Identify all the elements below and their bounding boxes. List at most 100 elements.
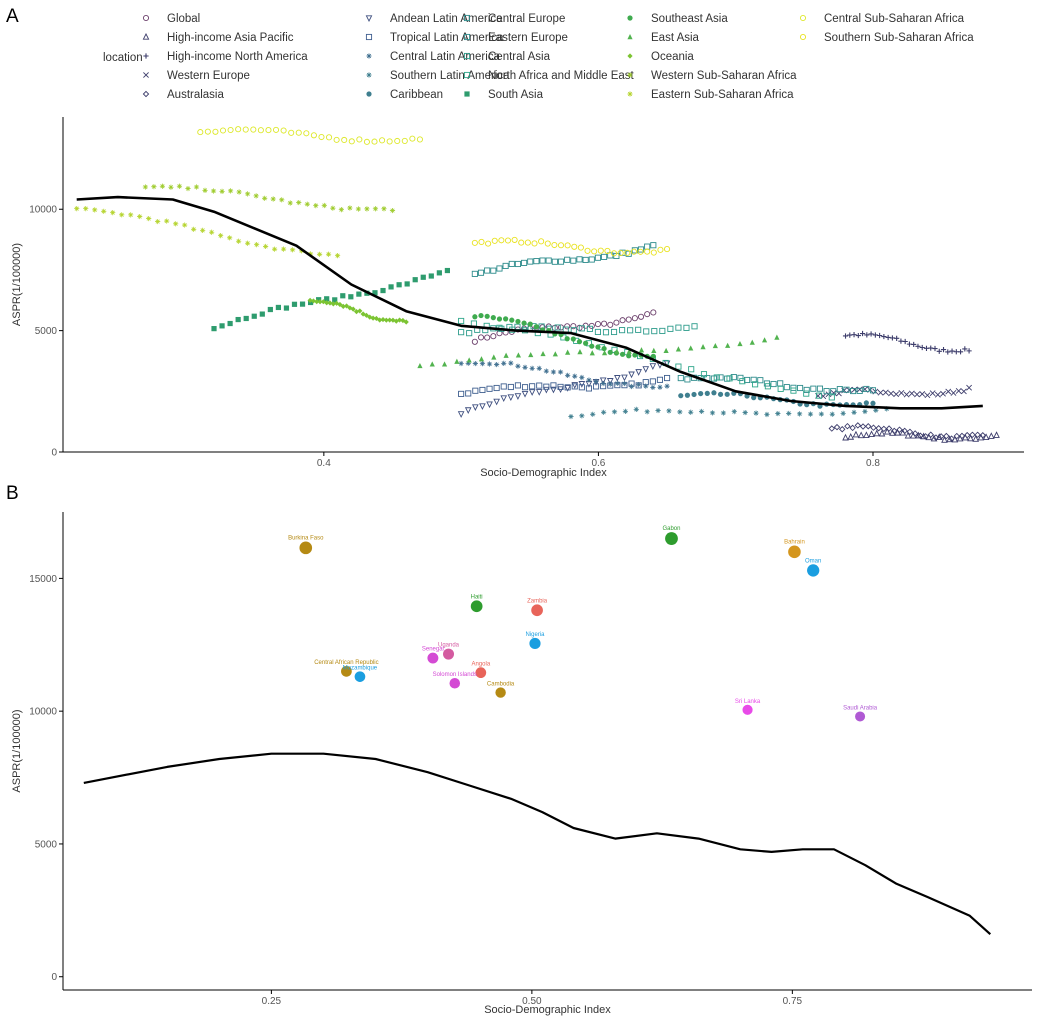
panel-a-point xyxy=(720,410,726,416)
panel-b-x-axis-title: Socio-Demographic Index xyxy=(484,1004,611,1016)
panel-a-point xyxy=(724,391,730,397)
panel-a-point xyxy=(850,387,857,395)
panel-a-point xyxy=(915,431,922,439)
panel-a-point xyxy=(579,413,585,419)
panel-a-point xyxy=(570,323,577,330)
panel-a-point xyxy=(477,334,485,341)
panel-a-point xyxy=(540,350,546,357)
panel-a-point xyxy=(666,408,672,414)
panel-a-series-high-income-north-america xyxy=(842,330,972,355)
panel-a-point xyxy=(659,327,666,334)
panel-a-legend-key-southeast-asia xyxy=(627,15,633,21)
panel-a-point xyxy=(761,337,768,343)
panel-a-point xyxy=(212,128,219,135)
panel-a-point xyxy=(691,323,698,330)
panel-a-point xyxy=(642,366,650,373)
panel-a-point xyxy=(137,213,143,220)
panel-a-x-tick-label: 0.8 xyxy=(866,458,880,469)
panel-a-point xyxy=(484,267,491,274)
panel-a-point xyxy=(688,345,694,351)
panel-b-point-senegal xyxy=(427,652,439,664)
panel-a-point xyxy=(235,316,241,323)
panel-a-point xyxy=(757,377,764,384)
panel-a-point xyxy=(401,137,408,144)
panel-a-point xyxy=(906,428,914,436)
panel-a-point xyxy=(211,326,217,332)
panel-a-point xyxy=(823,388,830,395)
panel-a-point xyxy=(649,378,656,385)
panel-a-point xyxy=(940,347,947,353)
panel-a-point xyxy=(601,320,608,327)
panel-b-point-cambodia xyxy=(495,687,506,698)
panel-a-point xyxy=(243,315,249,322)
panel-a-point xyxy=(219,188,225,194)
panel-a-series-tropical-latin-america xyxy=(458,374,671,397)
panel-a-point xyxy=(500,383,507,390)
panel-a-point xyxy=(597,247,604,254)
panel-a-point xyxy=(412,277,418,283)
panel-a-point xyxy=(508,360,514,366)
panel-a-point xyxy=(842,333,849,339)
panel-a-point xyxy=(544,240,551,247)
panel-a-point xyxy=(621,380,628,387)
panel-a-point xyxy=(379,137,386,144)
panel-a-point xyxy=(816,385,824,392)
panel-a-point xyxy=(503,352,509,358)
panel-a-point xyxy=(465,360,471,366)
panel-a-point xyxy=(588,256,595,263)
panel-a-point xyxy=(272,246,278,252)
panel-a-point xyxy=(387,317,393,323)
panel-a-point xyxy=(576,339,583,345)
panel-a-point xyxy=(373,315,379,322)
panel-a-legend-key-high-income-asia-pacific xyxy=(142,32,150,40)
panel-a-point xyxy=(945,388,952,395)
panel-a-legend-label-australasia: Australasia xyxy=(167,89,224,101)
panel-a-point xyxy=(963,431,971,439)
panel-a-legend-label-tropical-latin-america: Tropical Latin America xyxy=(390,32,504,44)
panel-a-point xyxy=(614,375,621,382)
panel-a-point xyxy=(515,318,521,325)
panel-a-point xyxy=(619,351,626,357)
panel-b-point-label-solomon-islands: Solomon Islands xyxy=(433,672,477,678)
panel-a-point xyxy=(227,188,234,194)
panel-a-point xyxy=(589,350,595,356)
panel-a-point xyxy=(341,136,348,144)
panel-a-point xyxy=(709,410,716,416)
panel-a-point xyxy=(324,296,330,302)
panel-a-legend-key-andean-latin-america xyxy=(365,15,373,23)
panel-a-point xyxy=(316,251,323,257)
panel-a-point xyxy=(675,346,682,352)
panel-a-point xyxy=(500,395,508,402)
panel-a-point xyxy=(631,247,638,254)
panel-a-point xyxy=(472,314,478,320)
panel-a-point xyxy=(726,375,733,382)
panel-a-legend-key-southern-sub-saharan-africa xyxy=(799,33,807,41)
panel-b-point-label-cambodia: Cambodia xyxy=(487,681,515,687)
panel-a-point xyxy=(857,431,865,439)
panel-a-point xyxy=(251,313,257,319)
panel-a-series-central-sub-saharan-africa xyxy=(197,126,423,145)
panel-a-point xyxy=(191,226,197,232)
panel-b-y-tick-label: 5000 xyxy=(35,839,58,850)
panel-a-point xyxy=(611,409,618,415)
panel-a-point xyxy=(607,321,614,328)
panel-a-point xyxy=(870,424,877,431)
panel-b-point-burkina-faso xyxy=(299,541,313,555)
panel-a-point xyxy=(457,411,465,418)
panel-a-point xyxy=(507,394,515,402)
panel-a-point xyxy=(550,382,557,389)
panel-b-point-label-central-african-republic: Central African Republic xyxy=(314,660,378,666)
panel-a-point xyxy=(877,389,884,396)
panel-a-point xyxy=(625,316,632,323)
panel-a-point xyxy=(742,409,748,416)
panel-a-point xyxy=(146,215,152,222)
panel-a-point xyxy=(227,235,233,241)
panel-a-point xyxy=(889,429,896,436)
panel-a-series-southern-latin-america xyxy=(568,406,890,420)
panel-a-point xyxy=(644,311,651,318)
panel-a-point xyxy=(982,433,990,440)
panel-b-point-label-uganda: Uganda xyxy=(438,643,460,649)
panel-a-point xyxy=(521,390,529,398)
panel-a-point xyxy=(210,188,217,194)
panel-a-point xyxy=(564,384,571,391)
